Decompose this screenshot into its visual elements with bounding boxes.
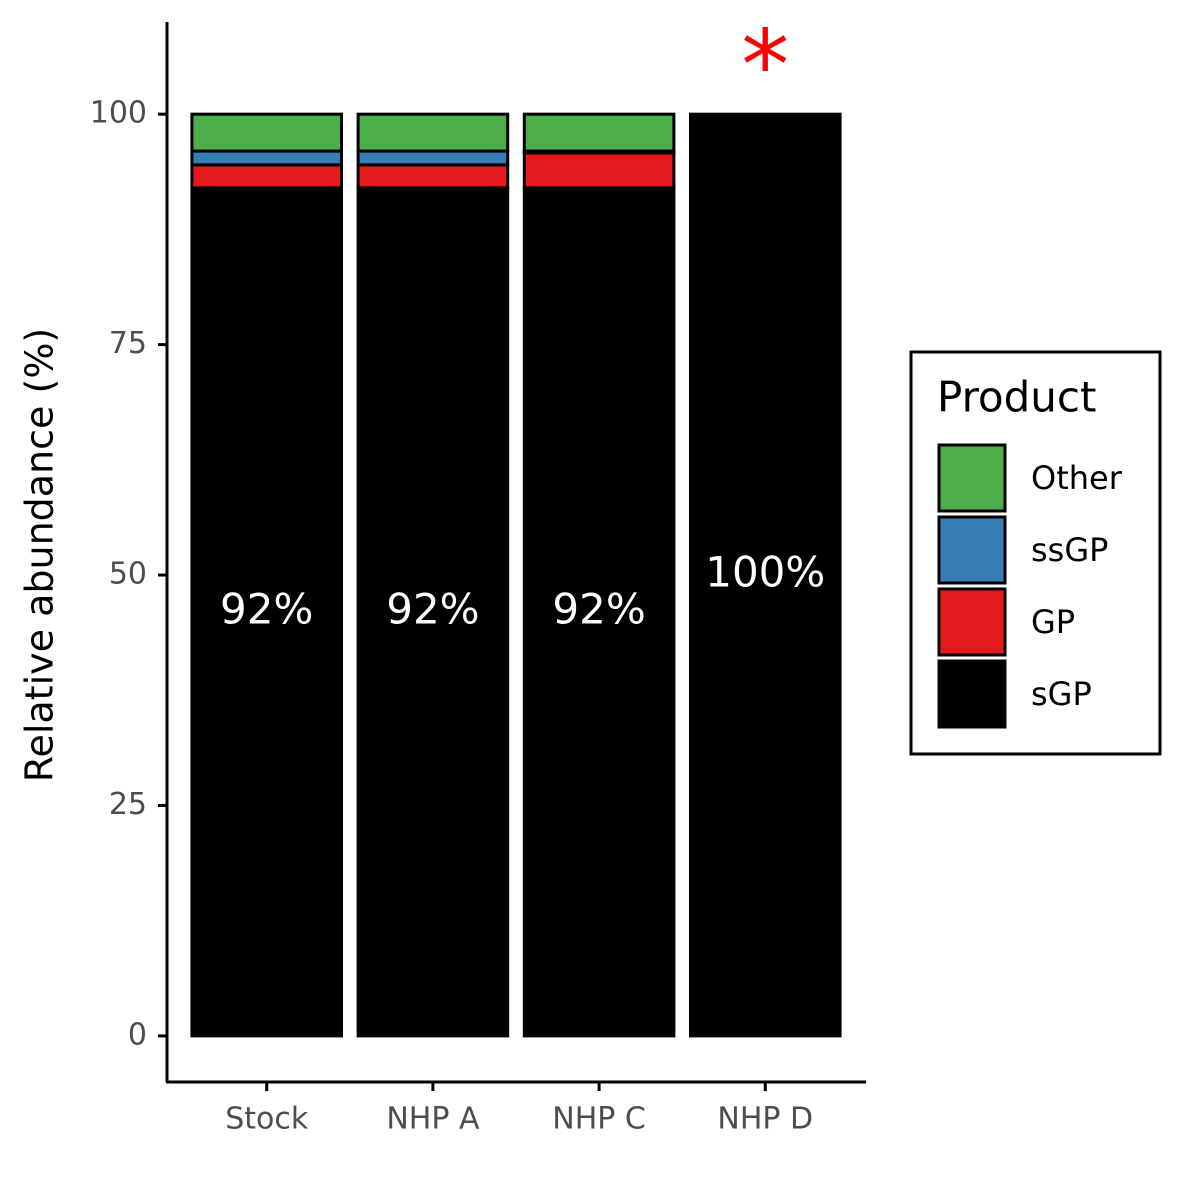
bar-segment [190,112,343,153]
y-axis-title: Relative abundance (%) [18,328,62,783]
legend-label: ssGP [1031,531,1108,569]
legend-label: GP [1031,603,1075,641]
annotation: * [741,9,789,121]
data-label: 92% [386,584,479,633]
x-tick-label: NHP A [386,1102,480,1137]
bar-segment [356,186,510,1038]
legend-swatch [937,443,1007,513]
y-tick-label: 0 [128,1017,147,1052]
y-tick-label: 100 [90,96,147,131]
y-tick-label: 75 [109,326,147,361]
y-tick-label: 50 [109,557,147,592]
bar-segment [522,186,676,1038]
data-label: 92% [220,584,313,633]
legend-title: Product [937,373,1096,422]
legend-swatch [937,659,1007,729]
bar-segment [356,163,510,190]
bar-segment [190,186,343,1038]
bar-segment [522,112,676,153]
data-label: 100% [705,548,825,597]
legend-label: sGP [1031,675,1092,713]
y-tick-label: 25 [109,787,147,822]
x-tick-label: NHP C [552,1102,646,1137]
bar-segment [190,163,343,190]
legend-label: Other [1031,459,1123,497]
x-tick-label: Stock [225,1102,309,1137]
x-tick-label: NHP D [717,1102,813,1137]
bar-segment [190,149,343,167]
legend-swatch [937,515,1007,585]
legend-swatch [937,587,1007,657]
bar-segment [356,149,510,167]
bar-segment [356,112,510,153]
bar-segment [522,151,676,190]
data-label: 92% [552,584,645,633]
bar-segment [689,112,842,1038]
